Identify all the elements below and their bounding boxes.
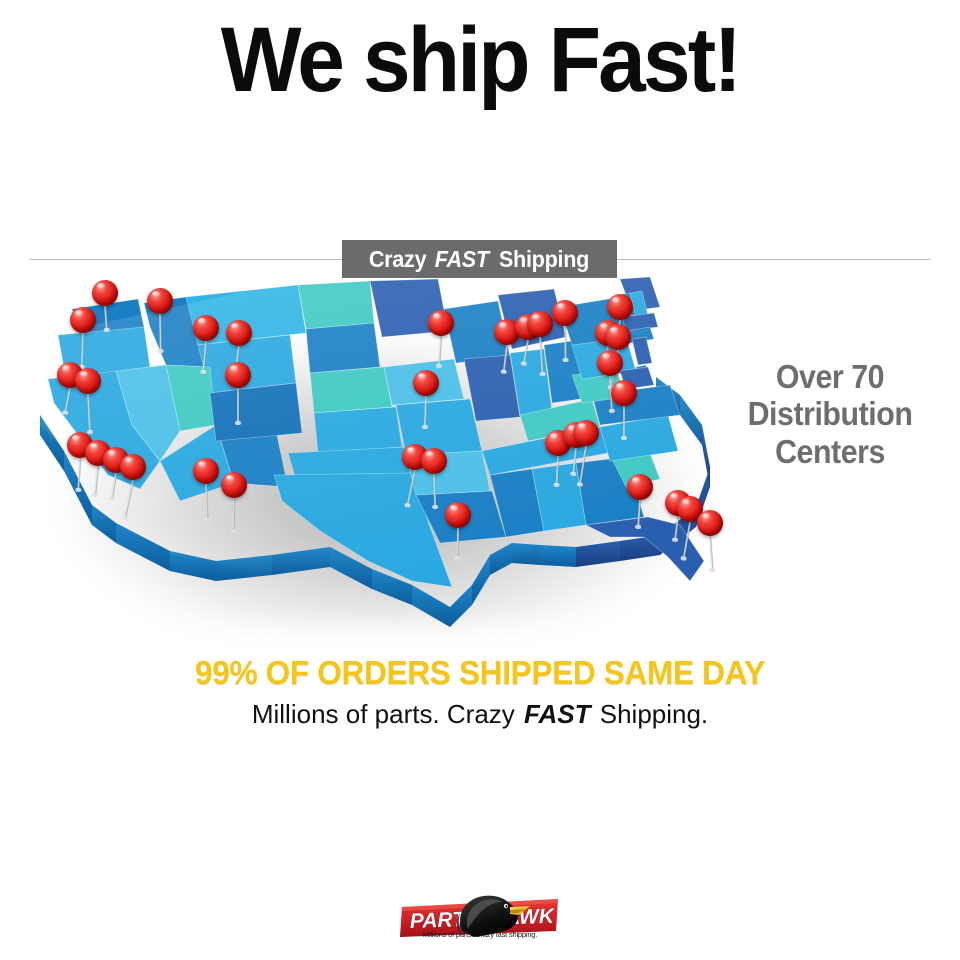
- distribution-map: [20, 275, 740, 655]
- pin-head: [697, 510, 723, 536]
- pin-head: [226, 320, 252, 346]
- pin-head: [75, 368, 101, 394]
- distribution-centers-caption: Over 70 Distribution Centers: [710, 358, 949, 470]
- ribbon-emphasis: FAST: [435, 245, 490, 272]
- sub-copy-emphasis: FAST: [524, 699, 591, 729]
- sub-copy-prefix: Millions of parts. Crazy: [251, 699, 515, 729]
- pin-head: [552, 300, 578, 326]
- pin-head: [445, 502, 471, 528]
- caption-line-2: Distribution: [747, 395, 913, 433]
- pin-head: [92, 280, 118, 306]
- pin-head: [573, 420, 599, 446]
- parts-hawk-logo[interactable]: PARTS HAWK: [398, 893, 562, 945]
- ribbon-prefix: Crazy: [368, 245, 427, 272]
- logo-tagline: Millions of parts. Crazy fast shipping.: [422, 930, 538, 939]
- pin-head: [607, 294, 633, 320]
- page-headline: We ship Fast!: [220, 9, 742, 111]
- pin-head: [428, 310, 454, 336]
- same-day-headline: 99% OF ORDERS SHIPPED SAME DAY: [194, 654, 766, 691]
- caption-line-3: Centers: [775, 432, 885, 470]
- pin-head: [193, 458, 219, 484]
- pin-head: [147, 288, 173, 314]
- crazy-fast-shipping-ribbon: Crazy FAST Shipping: [342, 240, 617, 278]
- sub-copy-suffix: Shipping.: [599, 699, 709, 729]
- pin-stem: [235, 388, 241, 425]
- caption-line-1: Over 70: [775, 358, 885, 395]
- ribbon-suffix: Shipping: [498, 245, 589, 272]
- pin-head: [413, 370, 439, 396]
- pin-head: [120, 454, 146, 480]
- pin-head: [421, 448, 447, 474]
- hawk-head-icon: [457, 895, 530, 937]
- pin-stem: [621, 406, 627, 440]
- sub-copy-line: Millions of parts. Crazy FAST Shipping.: [0, 699, 960, 730]
- pin-head: [193, 315, 219, 341]
- pin-head: [70, 307, 96, 333]
- pin-head: [527, 311, 553, 337]
- pin-head: [221, 472, 247, 498]
- pin-head: [605, 324, 631, 350]
- pin-head: [627, 474, 653, 500]
- pin-head: [225, 362, 251, 388]
- pin-head: [597, 350, 623, 376]
- pin-head: [611, 380, 637, 406]
